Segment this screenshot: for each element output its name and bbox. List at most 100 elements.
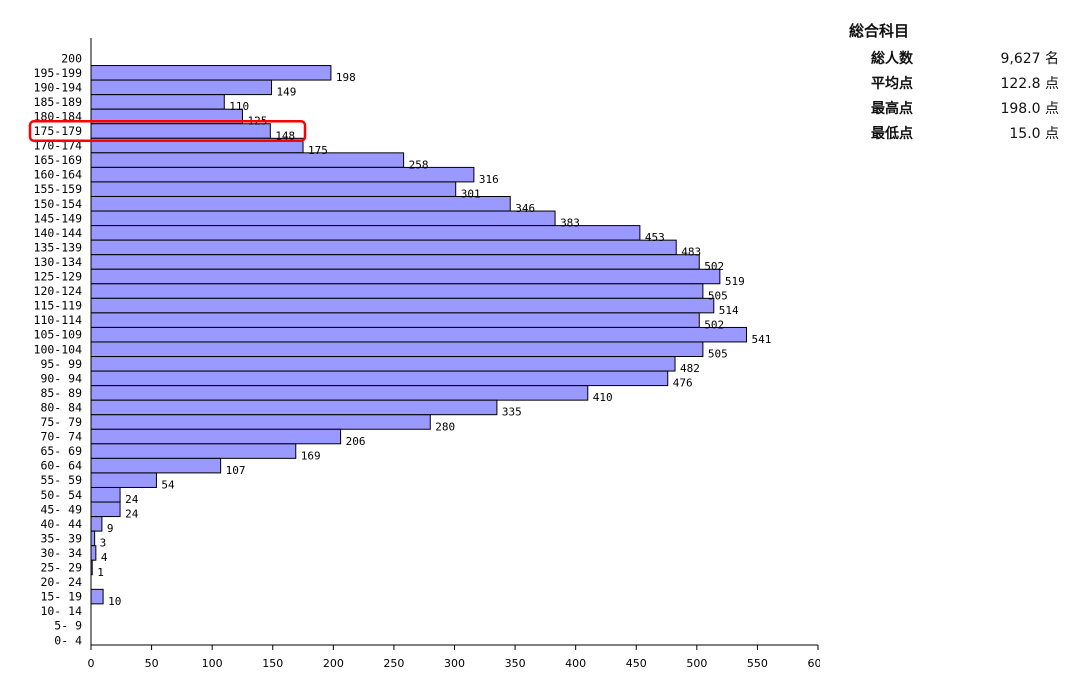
value-label: 280	[435, 420, 455, 433]
category-label: 10- 14	[40, 604, 82, 618]
stats-value: 15.0 点	[1009, 126, 1059, 142]
x-tick-label: 400	[565, 657, 586, 670]
bar	[90, 181, 457, 197]
bar	[90, 326, 748, 343]
x-tick-label: 600	[808, 657, 821, 670]
x-tick-label: 350	[505, 657, 526, 670]
stats-value: 9,627 名	[1000, 51, 1059, 67]
value-label: 453	[645, 231, 665, 244]
value-label: 316	[479, 173, 499, 186]
bar	[90, 79, 273, 96]
value-label: 206	[346, 435, 366, 448]
bar	[90, 312, 700, 328]
x-tick-label: 500	[686, 657, 707, 670]
bar	[90, 487, 121, 503]
category-label: 125-129	[34, 270, 83, 284]
stats-row-average: 平均点 122.8 点	[849, 72, 1059, 97]
category-label: 135-139	[34, 240, 83, 254]
category-label: 55- 59	[40, 473, 82, 487]
category-label: 5- 9	[54, 619, 82, 633]
category-label: 175-179	[34, 124, 83, 138]
bar	[90, 530, 96, 547]
bar	[90, 399, 498, 416]
stats-label: 平均点	[871, 76, 913, 92]
category-label: 170-174	[34, 139, 83, 153]
x-tick-label: 0	[88, 657, 95, 670]
value-labels: 1981491101251481752583163013463834534835…	[97, 71, 771, 608]
stats-row-min: 最低点 15.0 点	[849, 122, 1059, 147]
category-label: 0- 4	[54, 633, 82, 647]
bar	[90, 283, 704, 299]
value-label: 110	[229, 100, 249, 113]
value-label: 258	[409, 158, 429, 171]
category-label: 40- 44	[40, 517, 82, 531]
x-tick-label: 550	[747, 657, 768, 670]
bar	[90, 196, 511, 212]
value-label: 476	[673, 377, 693, 390]
value-label: 3	[100, 537, 107, 550]
value-label: 198	[336, 71, 356, 84]
summary-stats-panel: 総合科目 総人数 9,627 名 平均点 122.8 点 最高点 198.0 点…	[849, 20, 1059, 147]
highlight-box	[28, 120, 307, 142]
bar	[90, 472, 157, 488]
bar	[90, 341, 704, 357]
x-tick-label: 150	[262, 657, 283, 670]
bar	[90, 239, 677, 256]
value-label: 502	[704, 260, 724, 273]
stats-row-max: 最高点 198.0 点	[849, 97, 1059, 122]
stats-value: 122.8 点	[1000, 76, 1059, 92]
value-label: 346	[515, 202, 535, 215]
stats-row-total: 総人数 9,627 名	[849, 47, 1059, 72]
category-label: 180-184	[34, 109, 83, 123]
category-label: 110-114	[34, 313, 83, 327]
category-label: 15- 19	[40, 590, 82, 604]
value-label: 54	[161, 478, 175, 491]
x-tick-label: 250	[383, 657, 404, 670]
value-label: 541	[752, 333, 772, 346]
category-label: 30- 34	[40, 546, 82, 560]
score-distribution-chart: 200195-199190-194185-189180-184175-17917…	[28, 38, 821, 670]
value-label: 4	[101, 551, 108, 564]
bar	[90, 516, 103, 532]
value-label: 502	[704, 318, 724, 331]
category-label: 95- 99	[40, 357, 82, 371]
category-label: 90- 94	[40, 371, 82, 385]
category-label: 115-119	[34, 299, 83, 313]
value-label: 301	[461, 187, 481, 200]
category-label: 70- 74	[40, 430, 82, 444]
x-tick-label: 200	[323, 657, 344, 670]
bar	[90, 65, 332, 81]
bar	[90, 443, 297, 459]
value-label: 383	[560, 217, 580, 230]
category-label: 25- 29	[40, 561, 82, 575]
bar	[90, 414, 431, 430]
category-label: 120-124	[34, 284, 83, 298]
category-label: 185-189	[34, 95, 83, 109]
value-label: 519	[725, 275, 745, 288]
bar	[90, 428, 342, 445]
stats-title: 総合科目	[849, 22, 910, 40]
category-label: 150-154	[34, 197, 83, 211]
bar	[90, 297, 715, 314]
bar	[90, 123, 271, 139]
stats-label: 総人数	[871, 51, 913, 67]
bar	[90, 457, 222, 474]
value-label: 169	[301, 449, 321, 462]
category-label: 80- 84	[40, 400, 82, 414]
category-label: 200	[61, 51, 82, 65]
value-label: 410	[593, 391, 613, 404]
category-label: 130-134	[34, 255, 83, 269]
bars-layer	[90, 65, 748, 605]
value-label: 514	[719, 304, 739, 317]
value-label: 1	[97, 566, 104, 579]
bar	[90, 94, 225, 110]
bar	[90, 545, 97, 561]
value-label: 483	[681, 246, 701, 259]
category-label: 20- 24	[40, 575, 82, 589]
category-label: 140-144	[34, 226, 83, 240]
value-label: 148	[275, 129, 295, 142]
category-label: 190-194	[34, 80, 83, 94]
value-label: 335	[502, 406, 522, 419]
value-label: 175	[308, 144, 328, 157]
bar	[90, 385, 589, 401]
